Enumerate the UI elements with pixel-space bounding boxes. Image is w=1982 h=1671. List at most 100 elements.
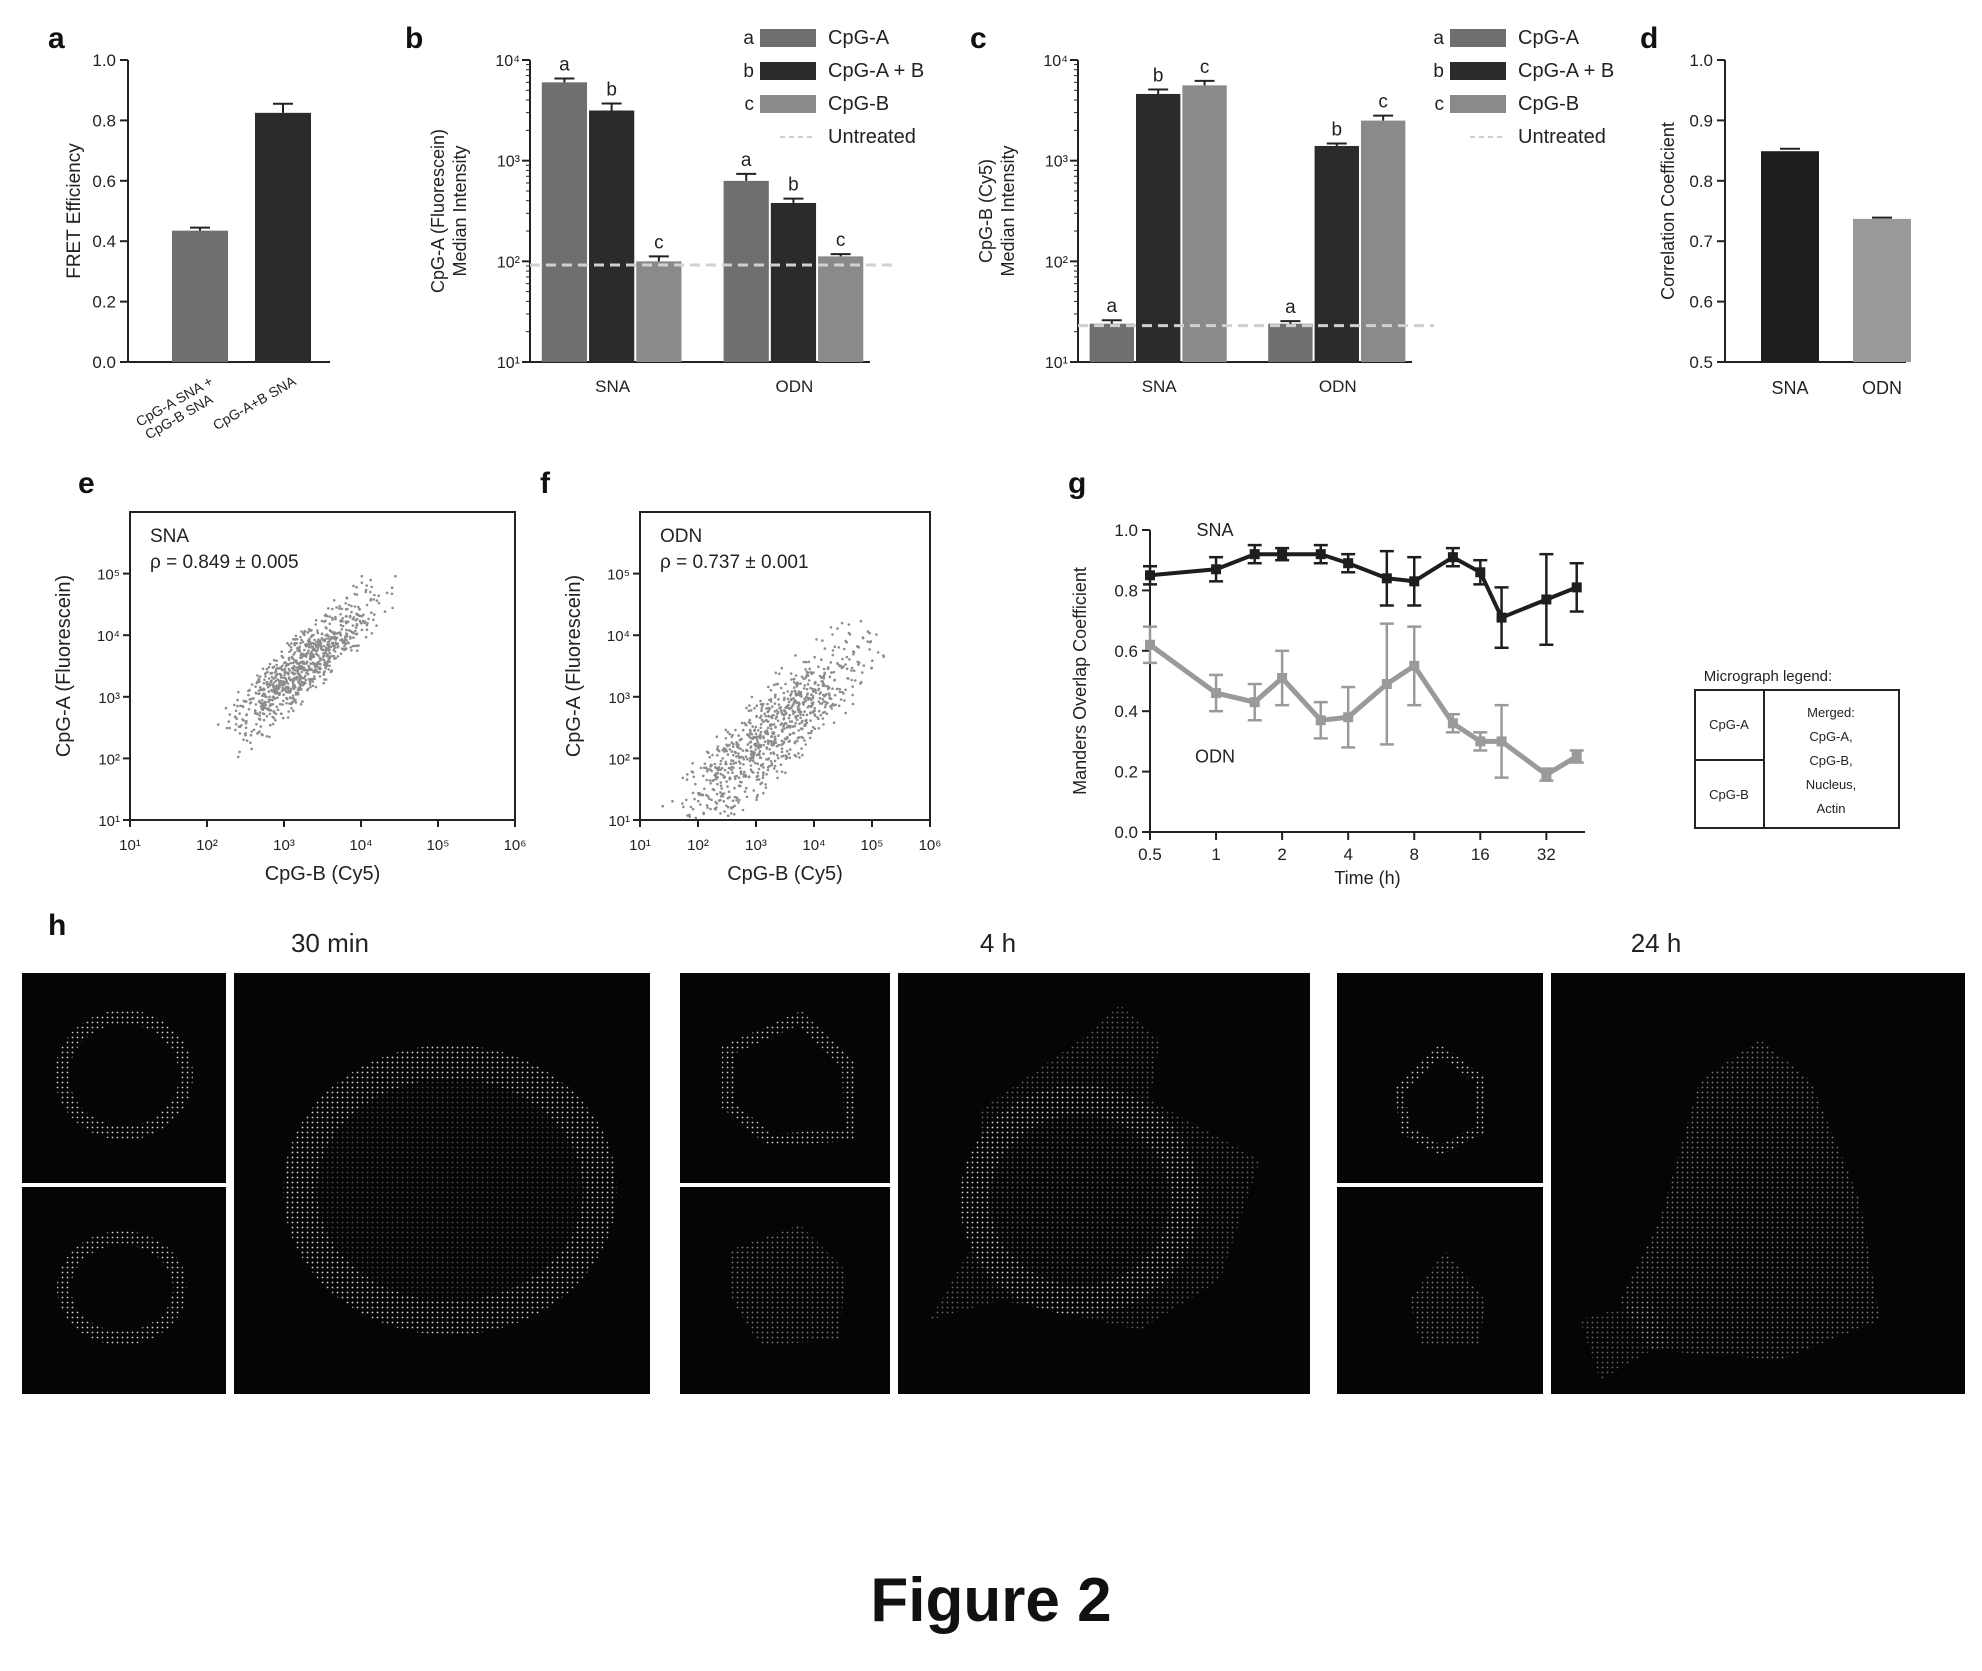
scatter-point	[729, 777, 732, 780]
x-tick-label: 10³	[745, 837, 767, 854]
scatter-point	[759, 703, 763, 706]
scatter-point	[859, 682, 862, 685]
scatter-point	[745, 757, 749, 761]
scatter-point	[290, 701, 294, 704]
scatter-point	[754, 748, 757, 751]
scatter-point	[294, 701, 298, 704]
scatter-point	[236, 698, 239, 702]
scatter-point	[767, 757, 771, 760]
scatter-point	[817, 700, 821, 703]
scatter-point	[327, 668, 330, 671]
bar	[1853, 218, 1911, 362]
scatter-point	[824, 703, 828, 706]
legend-letter: a	[743, 28, 754, 49]
scatter-point	[283, 670, 287, 674]
scatter-point	[808, 679, 811, 682]
scatter-point	[774, 725, 777, 729]
scatter-point	[308, 637, 311, 641]
scatter-point	[696, 792, 700, 795]
scatter-point	[755, 778, 759, 782]
scatter-point	[813, 706, 817, 710]
scatter-point	[377, 594, 381, 597]
scatter-point	[375, 599, 379, 602]
scatter-point	[732, 762, 735, 765]
annotation-title: ODN	[660, 526, 702, 547]
scatter-point	[255, 722, 258, 726]
scatter-point	[719, 781, 723, 784]
scatter-point	[822, 723, 825, 726]
scatter-point	[756, 729, 760, 732]
scatter-point	[356, 613, 359, 617]
bar	[1089, 323, 1134, 362]
scatter-point	[300, 676, 304, 680]
scatter-point	[264, 694, 267, 698]
scatter-point	[302, 666, 306, 669]
scatter-point	[235, 717, 238, 720]
scatter-point	[260, 707, 264, 711]
scatter-point	[327, 645, 331, 648]
scatter-point	[767, 685, 770, 689]
scatter-point	[255, 712, 259, 715]
scatter-point	[309, 652, 312, 655]
scatter-point	[299, 685, 302, 688]
scatter-point	[272, 658, 276, 662]
scatter-point	[717, 766, 720, 769]
scatter-point	[833, 678, 837, 682]
scatter-point	[803, 697, 806, 701]
scatter-point	[822, 667, 826, 671]
y-axis-label: Median Intensity	[998, 145, 1018, 276]
y-axis-label: CpG-A (Fluorescein)	[563, 575, 585, 757]
scatter-point	[719, 772, 723, 776]
scatter-point	[861, 636, 865, 639]
data-point	[1541, 769, 1552, 780]
y-tick-label: 0.8	[1689, 172, 1713, 191]
annotation-correlation: ρ = 0.737 ± 0.001	[660, 552, 809, 573]
bar	[1360, 120, 1406, 362]
scatter-point	[735, 774, 739, 778]
scatter-point	[780, 728, 784, 732]
scatter-point	[281, 664, 284, 668]
scatter-point	[737, 752, 740, 755]
scatter-point	[750, 770, 754, 773]
scatter-point	[340, 628, 344, 631]
scatter-point	[324, 626, 328, 629]
x-tick-label: 10⁵	[861, 837, 884, 854]
scatter-point	[844, 663, 847, 666]
scatter-point	[769, 760, 773, 763]
scatter-point	[339, 652, 343, 656]
scatter-point	[734, 777, 737, 781]
scatter-point	[377, 601, 381, 605]
scatter-point	[866, 640, 869, 643]
scatter-point	[776, 776, 779, 780]
scatter-point	[264, 675, 267, 678]
scatter-point	[686, 773, 689, 776]
scatter-point	[279, 676, 283, 679]
scatter-point	[291, 694, 295, 697]
scatter-point	[794, 715, 797, 718]
scatter-point	[834, 703, 837, 707]
scatter-point	[354, 629, 357, 633]
scatter-point	[295, 659, 298, 662]
x-category-label: SNA	[1771, 378, 1808, 398]
scatter-point	[760, 764, 763, 768]
scatter-point	[313, 638, 316, 642]
legend-letter: a	[1433, 28, 1444, 49]
scatter-point	[746, 743, 750, 746]
scatter-point	[738, 766, 742, 770]
scatter-point	[756, 771, 760, 774]
scatter-point	[724, 762, 727, 766]
scatter-point	[327, 657, 331, 661]
scatter-point	[257, 689, 261, 692]
significance-letter: b	[606, 79, 617, 100]
scatter-point	[329, 645, 333, 649]
scatter-point	[725, 804, 728, 807]
scatter-point	[726, 796, 730, 800]
scatter-point	[303, 648, 306, 652]
scatter-point	[762, 735, 765, 738]
scatter-point	[724, 737, 728, 740]
scatter-point	[278, 683, 281, 687]
scatter-point	[699, 803, 702, 806]
y-axis-label: FRET Efficiency	[64, 143, 85, 279]
scatter-point	[792, 677, 796, 681]
micrograph-legend-merged-cpgb: CpG-B,	[1809, 753, 1852, 768]
